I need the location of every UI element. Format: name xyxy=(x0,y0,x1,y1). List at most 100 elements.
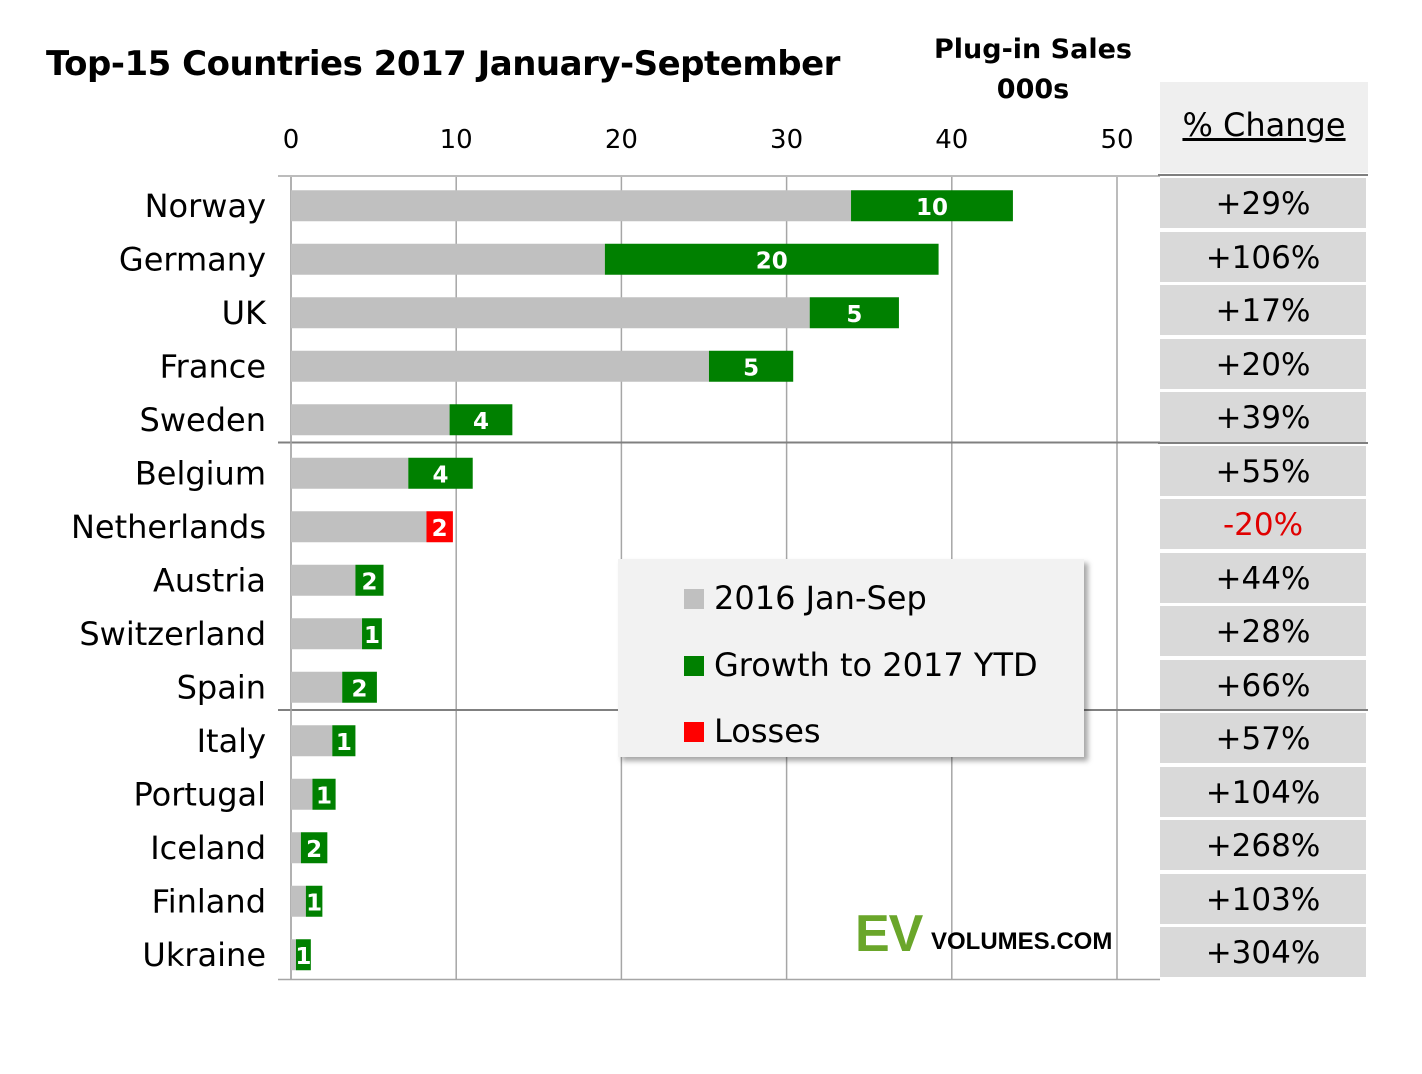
pct-change-cell: +103% xyxy=(1160,873,1366,924)
bar-2016 xyxy=(291,350,709,382)
pct-change-header-label: % Change xyxy=(1182,106,1346,144)
units-line-1: Plug-in Sales xyxy=(934,34,1132,65)
pct-change-cell: +39% xyxy=(1160,392,1366,442)
pct-change-cell: +104% xyxy=(1160,766,1366,817)
bar-data-label: 2 xyxy=(361,569,377,595)
pct-table-separator xyxy=(1158,174,1368,176)
chart-legend: 2016 Jan-Sep Growth to 2017 YTD Losses xyxy=(618,559,1084,757)
pct-change-cell: +17% xyxy=(1160,285,1366,335)
bar-data-label: 1 xyxy=(295,944,311,970)
category-label: Austria xyxy=(153,561,266,599)
legend-label-losses: Losses xyxy=(714,712,821,750)
bar-growth xyxy=(449,404,513,436)
bar-data-label: 2 xyxy=(306,837,322,863)
bar-growth xyxy=(851,190,1013,222)
bar-growth xyxy=(300,832,328,864)
bar-growth xyxy=(362,618,382,650)
bar-2016 xyxy=(291,564,356,596)
pct-change-cell: +28% xyxy=(1160,606,1366,656)
x-tick-label: 50 xyxy=(1100,125,1133,155)
units-label: Plug-in Sales 000s xyxy=(930,30,1136,110)
bar-loss xyxy=(426,511,453,543)
legend-label-base: 2016 Jan-Sep xyxy=(714,579,927,617)
pct-change-cell: +29% xyxy=(1160,178,1366,228)
bar-2016 xyxy=(291,725,333,757)
pct-change-cell: +55% xyxy=(1160,445,1366,496)
bar-2016 xyxy=(291,243,605,275)
bar-data-label: 10 xyxy=(916,195,948,221)
x-tick-label: 20 xyxy=(605,125,638,155)
bar-growth xyxy=(305,885,323,917)
bar-data-label: 1 xyxy=(306,890,322,916)
bar-2016 xyxy=(291,832,301,864)
bar-2016 xyxy=(291,778,313,810)
category-label: Belgium xyxy=(135,454,266,492)
bar-growth xyxy=(708,350,794,382)
bar-growth xyxy=(295,939,311,971)
pct-change-cell: +57% xyxy=(1160,713,1366,763)
bar-growth xyxy=(332,725,356,757)
category-label: Germany xyxy=(119,240,266,278)
bar-growth xyxy=(809,297,899,329)
bar-growth xyxy=(408,457,473,489)
pct-change-cell: +106% xyxy=(1160,231,1366,282)
legend-swatch-base xyxy=(684,589,704,609)
category-label: Ukraine xyxy=(142,936,266,974)
x-tick-label: 10 xyxy=(440,125,473,155)
pct-change-header: % Change xyxy=(1160,82,1368,173)
category-label: Norway xyxy=(145,187,266,225)
category-label: Iceland xyxy=(150,829,266,867)
pct-change-cell: +44% xyxy=(1160,552,1366,603)
bar-growth xyxy=(604,243,939,275)
bar-chart: 0 10 20 30 40 50 Norway 10 Germany 20 UK 5 France 5 Sw… xyxy=(71,125,1160,981)
pct-change-cell: +268% xyxy=(1160,820,1366,870)
bar-2016 xyxy=(291,671,343,703)
pct-change-cell: +66% xyxy=(1160,659,1366,710)
category-label: Netherlands xyxy=(71,508,266,546)
bar-2016 xyxy=(291,511,427,543)
category-label: Finland xyxy=(152,882,266,920)
legend-swatch-losses xyxy=(684,722,704,742)
pct-change-cell: +304% xyxy=(1160,927,1366,977)
bar-growth xyxy=(342,671,377,703)
bar-data-label: 1 xyxy=(316,783,332,809)
category-label: Spain xyxy=(177,668,266,706)
bar-2016 xyxy=(291,618,363,650)
bar-2016 xyxy=(291,190,852,222)
category-label: Portugal xyxy=(133,775,266,813)
bar-2016 xyxy=(291,297,810,329)
bar-growth xyxy=(312,778,336,810)
category-label: UK xyxy=(222,294,267,332)
pct-change-cell: -20% xyxy=(1160,499,1366,549)
bar-data-label: 1 xyxy=(364,623,380,649)
category-label: France xyxy=(160,347,266,385)
bar-data-label: 2 xyxy=(432,516,448,542)
pct-table-separator xyxy=(1158,441,1368,444)
logo-volumes-text: VOLUMES.COM xyxy=(931,928,1113,955)
bar-data-label: 4 xyxy=(473,409,489,435)
bar-data-label: 5 xyxy=(743,355,759,381)
category-label: Switzerland xyxy=(79,615,266,653)
bar-data-label: 2 xyxy=(352,676,368,702)
category-label: Italy xyxy=(197,722,266,760)
bar-2016 xyxy=(291,939,296,971)
bar-2016 xyxy=(291,404,450,436)
bar-2016 xyxy=(291,457,409,489)
legend-label-growth: Growth to 2017 YTD xyxy=(714,646,1038,684)
chart-title: Top-15 Countries 2017 January-September xyxy=(46,44,840,84)
units-line-2: 000s xyxy=(996,74,1070,105)
pct-table-separator xyxy=(1158,709,1368,711)
legend-swatch-growth xyxy=(684,656,704,676)
x-tick-label: 40 xyxy=(935,125,968,155)
bar-2016 xyxy=(291,885,306,917)
bar-data-label: 5 xyxy=(846,302,862,328)
pct-change-cell: +20% xyxy=(1160,338,1366,389)
x-tick-label: 30 xyxy=(770,125,803,155)
bar-growth xyxy=(355,564,384,596)
bar-data-label: 20 xyxy=(756,248,788,274)
bar-data-label: 4 xyxy=(432,462,448,488)
bar-data-label: 1 xyxy=(336,730,352,756)
logo-ev-text: EV xyxy=(855,905,923,963)
category-label: Sweden xyxy=(140,401,266,439)
x-tick-label: 0 xyxy=(283,125,300,155)
